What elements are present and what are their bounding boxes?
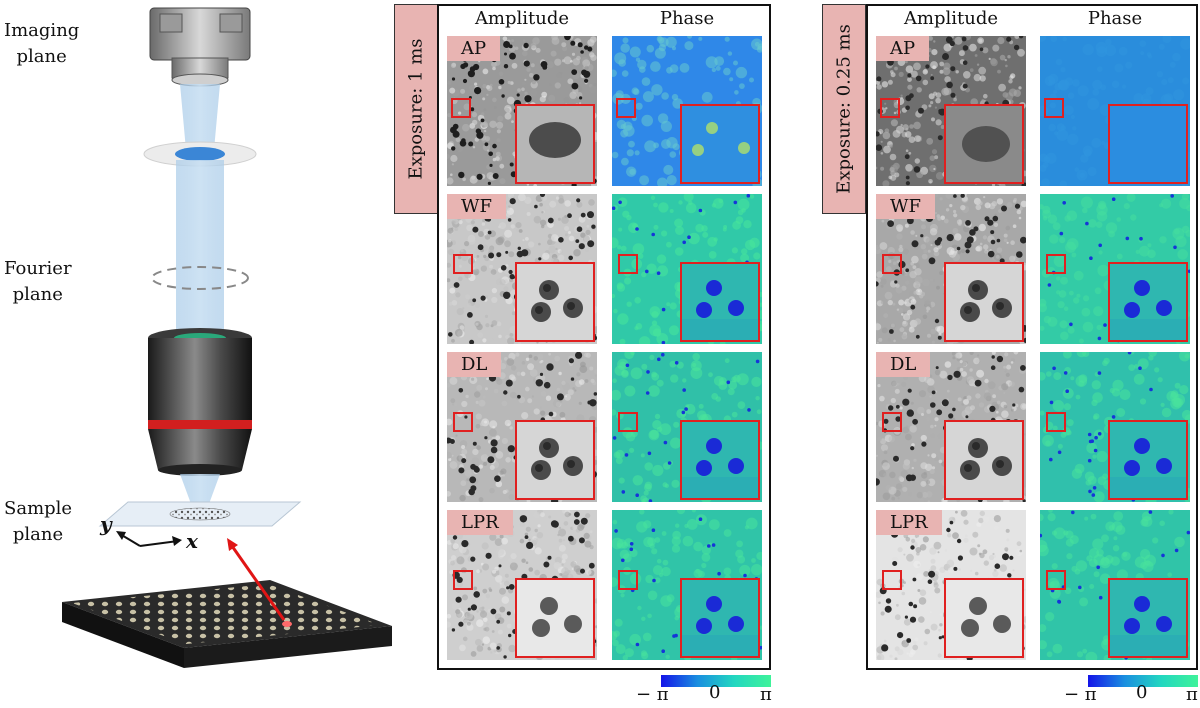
amplitude-image-wf-1: WF bbox=[447, 194, 597, 344]
zoom-inset bbox=[944, 578, 1024, 658]
colorbar-min-2: − π bbox=[1064, 684, 1097, 705]
roi-box bbox=[618, 254, 638, 274]
axis-x-label: x bbox=[186, 529, 198, 553]
amplitude-image-dl-2: DL bbox=[876, 352, 1026, 502]
amplitude-image-lpr-2: LPR bbox=[876, 510, 1026, 660]
colorbar-max-1: π bbox=[760, 684, 772, 705]
led-array-icon bbox=[62, 580, 392, 668]
fourier-plane-icon bbox=[151, 266, 249, 290]
amplitude-image-wf-2: WF bbox=[876, 194, 1026, 344]
roi-box bbox=[618, 412, 638, 432]
roi-box bbox=[882, 570, 902, 590]
sample-slide-icon bbox=[98, 501, 302, 527]
roi-box bbox=[882, 254, 902, 274]
colorbar-mid-1: 0 bbox=[709, 682, 721, 703]
amplitude-header-1: Amplitude bbox=[474, 8, 570, 29]
sample-plane-label-2: plane bbox=[12, 524, 64, 545]
colorbar-mid-2: 0 bbox=[1136, 682, 1148, 703]
phase-image-ap-2 bbox=[1040, 36, 1190, 186]
amplitude-image-ap-2: AP bbox=[876, 36, 1026, 186]
roi-box bbox=[882, 412, 902, 432]
objective-icon bbox=[148, 328, 252, 476]
roi-box bbox=[880, 98, 900, 118]
amplitude-header-2: Amplitude bbox=[903, 8, 999, 29]
colorbar-max-2: π bbox=[1186, 684, 1198, 705]
zoom-inset bbox=[680, 262, 760, 342]
zoom-inset bbox=[680, 420, 760, 500]
sample-plane-label-1: Sample bbox=[4, 498, 73, 519]
phase-image-lpr-2 bbox=[1040, 510, 1190, 660]
imaging-plane-label-2: plane bbox=[16, 46, 67, 67]
zoom-inset bbox=[515, 262, 595, 342]
zoom-inset bbox=[1108, 104, 1188, 184]
axis-y-label: y bbox=[100, 512, 112, 536]
amplitude-image-ap-1: AP bbox=[447, 36, 597, 186]
method-label: AP bbox=[876, 36, 930, 61]
phase-image-wf-1 bbox=[612, 194, 762, 344]
zoom-inset bbox=[944, 104, 1024, 184]
fourier-plane-label-1: Fourier bbox=[4, 258, 72, 279]
zoom-inset bbox=[680, 578, 760, 658]
exposure-tab-2: Exposure: 0.25 ms bbox=[822, 4, 866, 214]
roi-box bbox=[618, 570, 638, 590]
method-label: LPR bbox=[876, 510, 942, 535]
exposure-tab-1: Exposure: 1 ms bbox=[394, 4, 438, 214]
imaging-plane-label-1: Imaging bbox=[4, 20, 80, 41]
zoom-inset bbox=[680, 104, 760, 184]
setup-illustration bbox=[62, 7, 392, 668]
phase-image-dl-1 bbox=[612, 352, 762, 502]
phase-image-dl-2 bbox=[1040, 352, 1190, 502]
roi-box bbox=[1046, 254, 1066, 274]
zoom-inset bbox=[515, 420, 595, 500]
exposure-label-2: Exposure: 0.25 ms bbox=[833, 24, 855, 194]
phase-header-1: Phase bbox=[659, 8, 715, 29]
zoom-inset bbox=[1108, 420, 1188, 500]
zoom-inset bbox=[1108, 262, 1188, 342]
amplitude-image-dl-1: DL bbox=[447, 352, 597, 502]
phase-image-lpr-1 bbox=[612, 510, 762, 660]
optical-setup: Imaging plane Fourier plane Sample plane… bbox=[0, 0, 420, 704]
roi-box bbox=[451, 98, 471, 118]
phase-image-ap-1 bbox=[612, 36, 762, 186]
zoom-inset bbox=[944, 420, 1024, 500]
roi-box bbox=[616, 98, 636, 118]
roi-box bbox=[1046, 570, 1066, 590]
zoom-inset bbox=[944, 262, 1024, 342]
roi-box bbox=[1044, 98, 1064, 118]
method-label: WF bbox=[876, 194, 935, 219]
exposure-label-1: Exposure: 1 ms bbox=[405, 38, 427, 180]
method-label: DL bbox=[876, 352, 931, 377]
phase-colorbar-1 bbox=[661, 675, 771, 687]
method-label: LPR bbox=[447, 510, 513, 535]
camera-icon bbox=[149, 7, 251, 87]
zoom-inset bbox=[1108, 578, 1188, 658]
illumination-arrow bbox=[230, 545, 286, 621]
colorbar-min-1: − π bbox=[636, 684, 669, 705]
phase-colorbar-2 bbox=[1088, 675, 1198, 687]
zoom-inset bbox=[515, 578, 595, 658]
method-label: DL bbox=[447, 352, 502, 377]
zoom-inset bbox=[515, 104, 595, 184]
method-label: WF bbox=[447, 194, 506, 219]
roi-box bbox=[453, 254, 473, 274]
phase-header-2: Phase bbox=[1087, 8, 1143, 29]
roi-box bbox=[453, 412, 473, 432]
amplitude-image-lpr-1: LPR bbox=[447, 510, 597, 660]
roi-box bbox=[1046, 412, 1066, 432]
phase-image-wf-2 bbox=[1040, 194, 1190, 344]
xy-axes-icon bbox=[116, 531, 182, 547]
fourier-plane-label-2: plane bbox=[12, 284, 63, 305]
roi-box bbox=[453, 570, 473, 590]
method-label: AP bbox=[447, 36, 501, 61]
